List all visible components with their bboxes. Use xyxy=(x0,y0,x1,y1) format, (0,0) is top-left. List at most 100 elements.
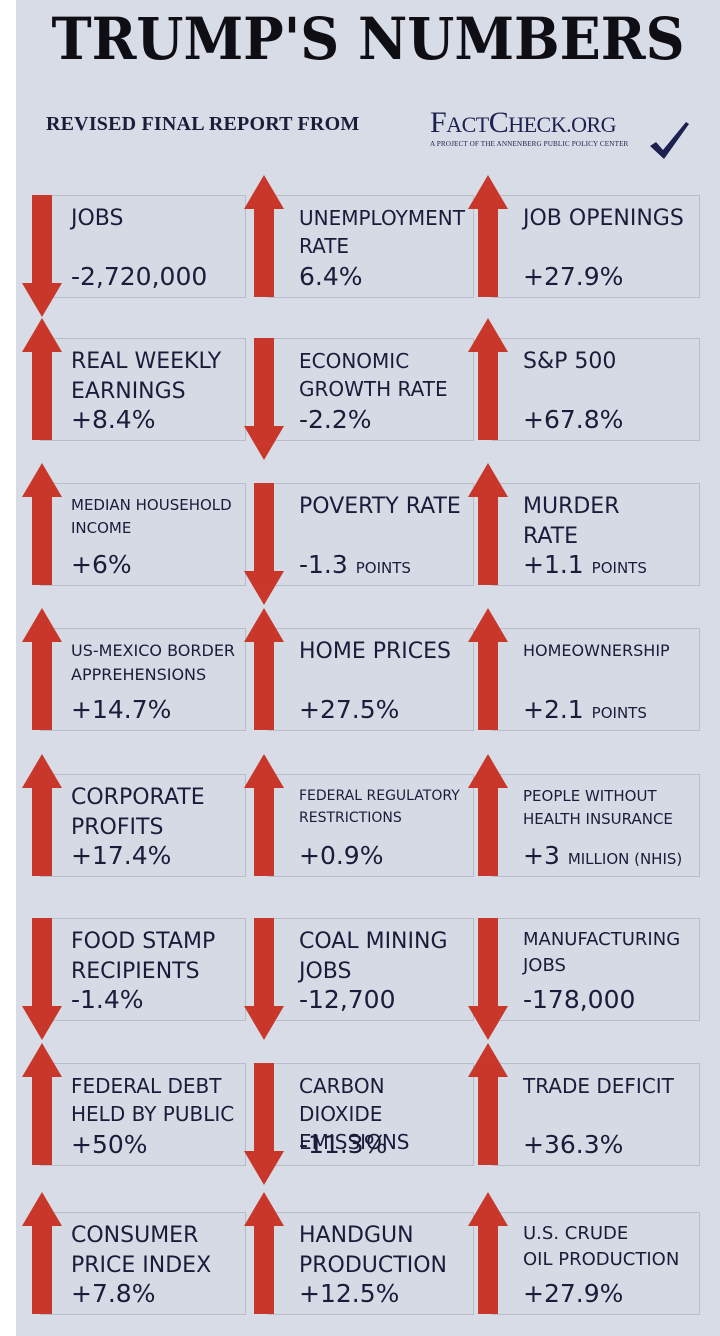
stat-label: CONSUMER PRICE INDEX xyxy=(71,1223,212,1278)
stat-value: +1.1 POINTS xyxy=(523,550,647,579)
stat-number: +1.1 xyxy=(523,550,584,579)
stat-value: +0.9% xyxy=(299,841,383,870)
stat-card: ECONOMIC GROWTH RATE -2.2% xyxy=(268,338,474,441)
arrow-up-icon xyxy=(22,1192,62,1314)
stat-value: +17.4% xyxy=(71,841,171,870)
stat-number: +36.3% xyxy=(523,1130,624,1159)
stat-number: +3 xyxy=(523,841,560,870)
stat-label: CORPORATE PROFITS xyxy=(71,785,205,840)
stat-label: COAL MINING JOBS xyxy=(299,929,448,984)
stat-value: -11.3% xyxy=(299,1130,387,1159)
stat-label: HANDGUN PRODUCTION xyxy=(299,1223,447,1278)
arrow-down-icon xyxy=(468,918,508,1040)
stat-card: FEDERAL DEBT HELD BY PUBLIC +50% xyxy=(40,1063,246,1166)
arrow-up-icon xyxy=(244,608,284,730)
stat-card: HOMEOWNERSHIP +2.1 POINTS xyxy=(492,628,700,731)
page-title: TRUMP'S NUMBERS xyxy=(51,5,685,73)
stat-number: +8.4% xyxy=(71,405,156,434)
stat-card: TRADE DEFICIT +36.3% xyxy=(492,1063,700,1166)
stat-label: UNEMPLOYMENT RATE xyxy=(299,206,465,258)
arrow-down-icon xyxy=(244,918,284,1040)
stat-label: REAL WEEKLY EARNINGS xyxy=(71,349,222,404)
stat-number: +67.8% xyxy=(523,405,624,434)
stat-value: +36.3% xyxy=(523,1130,623,1159)
stat-label: ECONOMIC GROWTH RATE xyxy=(299,349,448,401)
stat-label: FEDERAL DEBT HELD BY PUBLIC xyxy=(71,1074,235,1126)
stat-label: MURDER RATE xyxy=(523,494,620,549)
stat-value: +7.8% xyxy=(71,1279,155,1308)
stat-number: -2.2% xyxy=(299,405,372,434)
arrow-up-icon xyxy=(468,318,508,440)
stat-number: +27.5% xyxy=(299,695,400,724)
stat-card: REAL WEEKLY EARNINGS +8.4% xyxy=(40,338,246,441)
subtitle: REVISED FINAL REPORT FROM xyxy=(46,113,360,135)
stat-label: US-MEXICO BORDER APPREHENSIONS xyxy=(71,641,236,684)
stat-card: JOB OPENINGS +27.9% xyxy=(492,195,700,298)
stat-number: +7.8% xyxy=(71,1279,156,1308)
arrow-up-icon xyxy=(468,463,508,585)
stat-label: S&P 500 xyxy=(523,349,617,374)
stat-card: U.S. CRUDE OIL PRODUCTION +27.9% xyxy=(492,1212,700,1315)
stat-number: -2,720,000 xyxy=(71,262,208,291)
arrow-up-icon xyxy=(244,754,284,876)
stat-card: CORPORATE PROFITS +17.4% xyxy=(40,774,246,877)
stat-card: UNEMPLOYMENT RATE 6.4% xyxy=(268,195,474,298)
stat-card: JOBS -2,720,000 xyxy=(40,195,246,298)
stat-value: -12,700 xyxy=(299,985,396,1014)
stat-value: +8.4% xyxy=(71,405,155,434)
stat-value: +27.5% xyxy=(299,695,399,724)
logo-wordmark: FACTCHECK.ORG xyxy=(430,106,617,142)
stat-unit: POINTS xyxy=(355,559,411,577)
stat-card: FEDERAL REGULATORY RESTRICTIONS +0.9% xyxy=(268,774,474,877)
stat-value: -178,000 xyxy=(523,985,635,1014)
logo-letters: HECK.ORG xyxy=(508,112,617,137)
arrow-up-icon xyxy=(468,1043,508,1165)
stat-value: +6% xyxy=(71,550,132,579)
stat-card: US-MEXICO BORDER APPREHENSIONS +14.7% xyxy=(40,628,246,731)
stat-number: +27.9% xyxy=(523,1279,624,1308)
stat-unit: POINTS xyxy=(591,704,647,722)
stat-card: CARBON DIOXIDE EMISSIONS -11.3% xyxy=(268,1063,474,1166)
factcheck-logo: FACTCHECK.ORG A PROJECT OF THE ANNENBERG… xyxy=(430,106,695,162)
stat-card: MURDER RATE +1.1 POINTS xyxy=(492,483,700,586)
stat-card: MEDIAN HOUSEHOLD INCOME +6% xyxy=(40,483,246,586)
stat-number: +0.9% xyxy=(299,841,384,870)
arrow-up-icon xyxy=(22,318,62,440)
arrow-down-icon xyxy=(244,338,284,460)
arrow-up-icon xyxy=(468,1192,508,1314)
arrow-up-icon xyxy=(468,754,508,876)
stat-value: +12.5% xyxy=(299,1279,399,1308)
stat-number: +2.1 xyxy=(523,695,584,724)
stat-number: +6% xyxy=(71,550,132,579)
stat-value: -2,720,000 xyxy=(71,262,207,291)
stat-value: +27.9% xyxy=(523,1279,623,1308)
stat-number: +27.9% xyxy=(523,262,624,291)
stat-number: +50% xyxy=(71,1130,148,1159)
arrow-down-icon xyxy=(244,1063,284,1185)
logo-tagline: A PROJECT OF THE ANNENBERG PUBLIC POLICY… xyxy=(430,140,629,148)
stat-value: -1.4% xyxy=(71,985,144,1014)
stat-number: +17.4% xyxy=(71,841,172,870)
arrow-up-icon xyxy=(22,463,62,585)
stat-label: POVERTY RATE xyxy=(299,494,461,519)
stat-card: CONSUMER PRICE INDEX +7.8% xyxy=(40,1212,246,1315)
stat-label: MEDIAN HOUSEHOLD INCOME xyxy=(71,496,232,537)
stat-number: +12.5% xyxy=(299,1279,400,1308)
stat-value: -1.3 POINTS xyxy=(299,550,411,579)
stat-unit: POINTS xyxy=(591,559,647,577)
stat-number: -1.4% xyxy=(71,985,144,1014)
logo-letters: ACT xyxy=(446,112,489,137)
stat-label: FOOD STAMP RECIPIENTS xyxy=(71,929,216,984)
arrow-up-icon xyxy=(22,754,62,876)
arrow-up-icon xyxy=(244,1192,284,1314)
stat-value: +2.1 POINTS xyxy=(523,695,647,724)
arrow-up-icon xyxy=(22,1043,62,1165)
arrow-down-icon xyxy=(22,918,62,1040)
logo-letter: C xyxy=(488,106,509,139)
checkmark-icon xyxy=(650,122,689,159)
stat-unit: MILLION (NHIS) xyxy=(567,850,683,868)
stat-number: -12,700 xyxy=(299,985,396,1014)
stat-card: FOOD STAMP RECIPIENTS -1.4% xyxy=(40,918,246,1021)
arrow-up-icon xyxy=(468,608,508,730)
stat-value: +14.7% xyxy=(71,695,171,724)
